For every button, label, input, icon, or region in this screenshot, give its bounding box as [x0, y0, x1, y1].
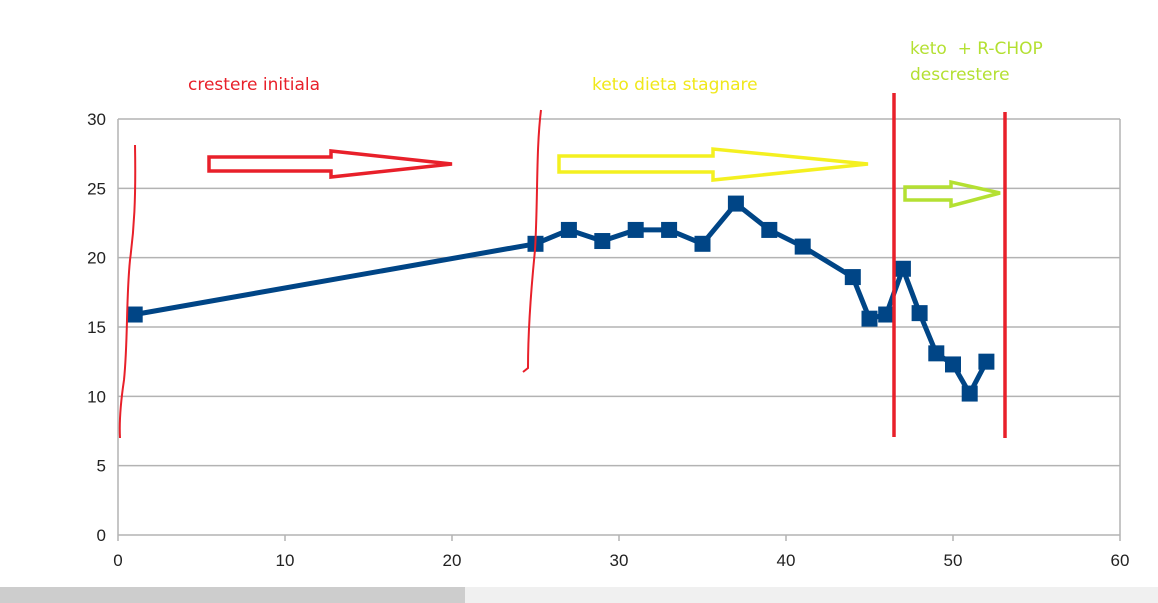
annotation-crestere-initiala: crestere initiala — [188, 75, 321, 95]
annotation-descrestere: descrestere — [910, 65, 1010, 85]
annotation-keto-rchop: keto + R-CHOP — [910, 39, 1043, 59]
data-point — [727, 195, 744, 212]
x-axis-ticks: 0 10 20 30 40 50 60 — [113, 551, 1129, 570]
y-tick-label: 25 — [87, 179, 106, 198]
annotation-keto-dieta-stagnare: keto dieta stagnare — [592, 75, 758, 95]
hand-drawn-divider — [118, 144, 137, 439]
data-point — [861, 310, 878, 327]
data-point — [126, 306, 143, 323]
x-tick-label: 0 — [113, 551, 122, 570]
x-tick-label: 10 — [276, 551, 295, 570]
data-point — [661, 221, 678, 238]
arrow-right-icon — [903, 179, 1001, 209]
data-point — [878, 306, 895, 323]
data-point — [694, 235, 711, 252]
gridlines — [117, 118, 1121, 541]
y-tick-label: 30 — [87, 110, 106, 129]
x-tick-label: 30 — [610, 551, 629, 570]
x-tick-label: 60 — [1111, 551, 1130, 570]
data-point — [627, 221, 644, 238]
arrow-right-icon — [207, 149, 453, 179]
data-point — [911, 305, 928, 322]
data-point — [794, 238, 811, 255]
data-point — [928, 345, 945, 362]
data-point — [844, 269, 861, 286]
data-point — [894, 260, 911, 277]
hand-drawn-annotations — [118, 93, 1007, 439]
y-tick-label: 0 — [97, 526, 106, 545]
y-tick-label: 10 — [87, 387, 106, 406]
hand-drawn-divider — [522, 109, 542, 373]
data-point — [761, 221, 778, 238]
data-point — [978, 353, 995, 370]
series-line — [134, 201, 989, 397]
arrow-right-icon — [557, 147, 869, 182]
y-tick-label: 5 — [97, 457, 106, 476]
horizontal-scrollbar[interactable] — [0, 587, 1158, 603]
data-series — [126, 195, 995, 402]
data-point — [560, 221, 577, 238]
data-point — [594, 233, 611, 250]
data-point — [961, 385, 978, 402]
data-point — [945, 356, 961, 373]
y-axis-ticks: 0 5 10 15 20 25 30 — [87, 110, 106, 545]
y-tick-label: 20 — [87, 249, 106, 268]
y-tick-label: 15 — [87, 318, 106, 337]
x-tick-label: 50 — [944, 551, 963, 570]
scrollbar-thumb[interactable] — [0, 587, 465, 603]
x-tick-label: 20 — [443, 551, 462, 570]
x-tick-label: 40 — [777, 551, 796, 570]
